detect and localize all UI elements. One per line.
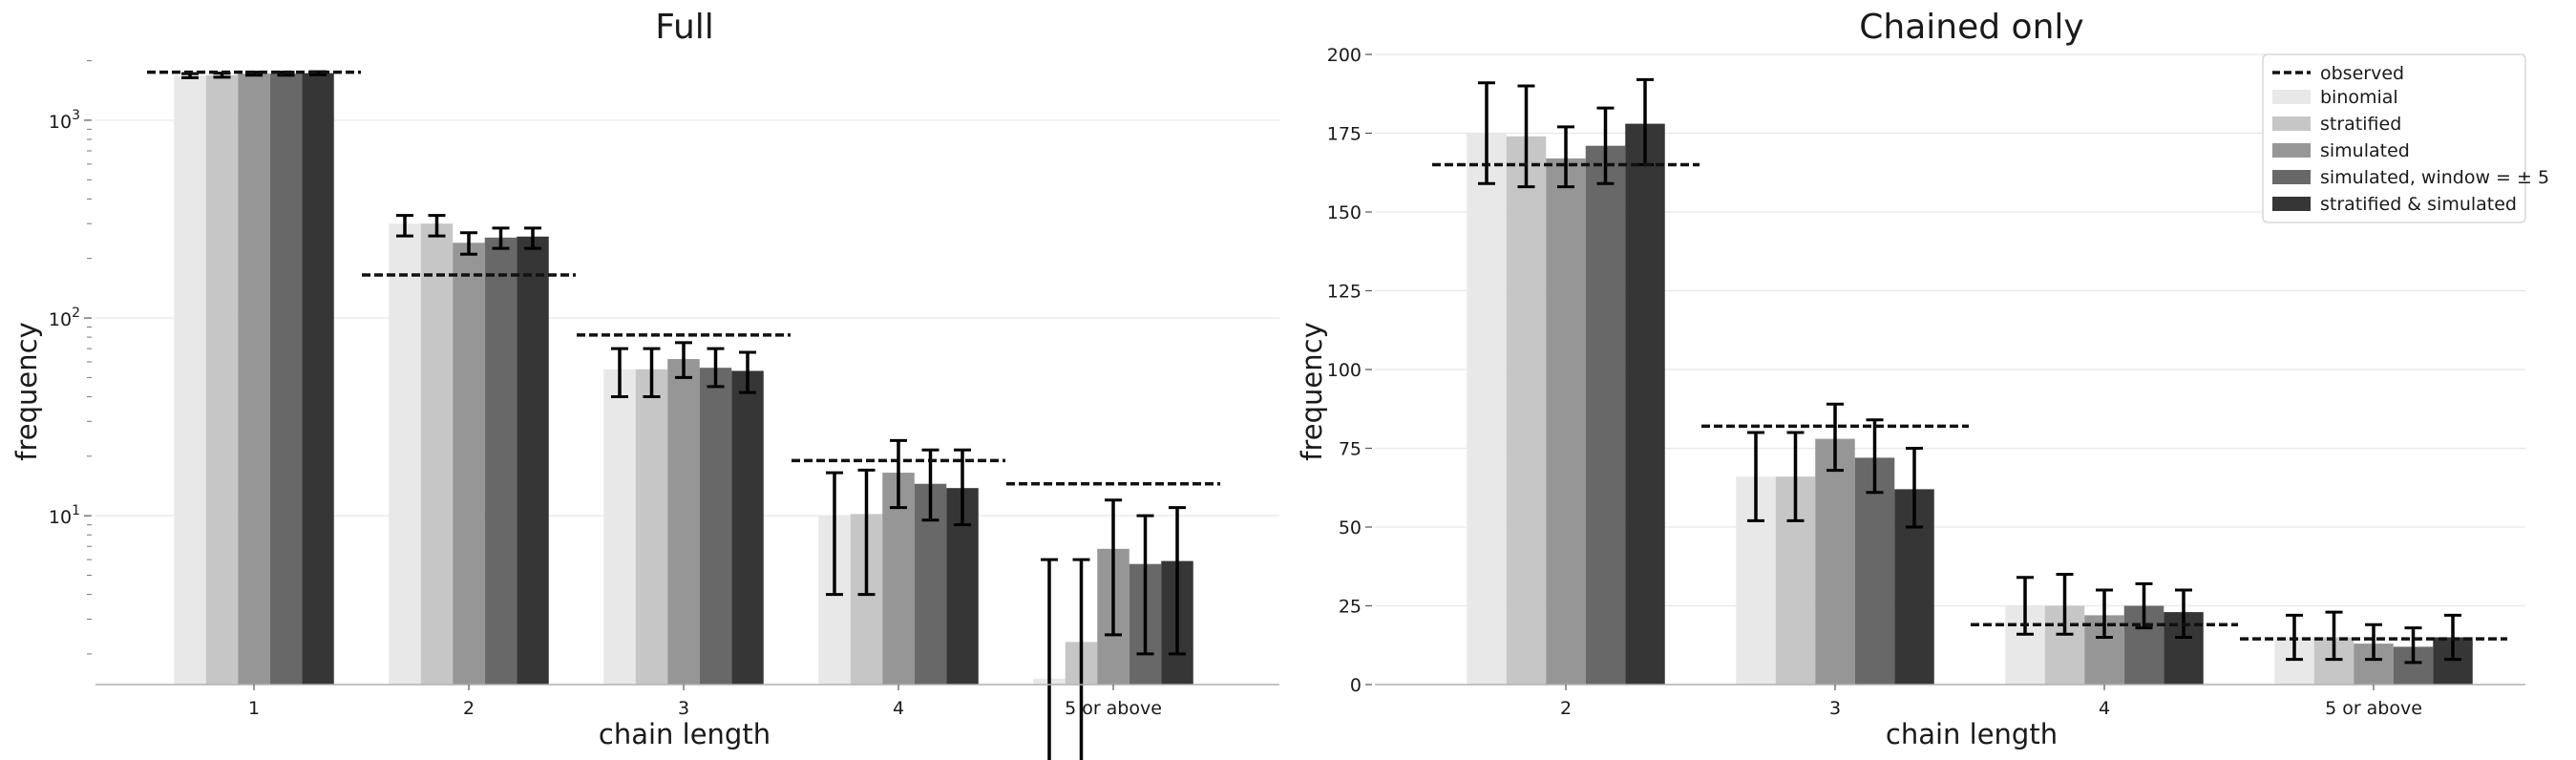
chained-bar <box>1815 438 1855 685</box>
legend-observed-label: observed <box>2320 63 2404 84</box>
chained-x-tick-label: 4 <box>2099 698 2110 719</box>
legend-swatch <box>2272 170 2311 184</box>
chained-y-tick-label: 200 <box>1327 45 1362 66</box>
chained-x-tick-label: 3 <box>1829 698 1841 719</box>
full-bar <box>635 369 668 685</box>
full-chart-panel: 1 2 3 4 5 or above 103 102 101 Full chain leng… <box>11 8 1279 760</box>
full-bar <box>453 243 485 685</box>
full-x-tick-label: 5 or above <box>1065 698 1162 719</box>
chained-y-axis-label: frequency <box>1296 322 1328 460</box>
full-bar <box>420 223 454 686</box>
legend-label: binomial <box>2320 87 2398 108</box>
full-bar <box>731 370 764 685</box>
full-bar <box>238 74 270 685</box>
chained-x-tick-label: 2 <box>1560 698 1572 719</box>
full-x-tick-label: 2 <box>463 698 475 719</box>
chained-chart-panel: 2 3 4 5 or above 0 25 50 75 100 125 150 175 200 Cha… <box>1296 8 2549 750</box>
legend-swatch <box>2272 143 2311 158</box>
full-bar <box>174 75 206 685</box>
chained-y-tick-label: 150 <box>1327 202 1362 223</box>
chained-x-ticks: 2 3 4 5 or above <box>1560 685 2422 719</box>
full-bars <box>174 73 1193 686</box>
legend-items: binomial stratified simulated simulated, wi… <box>2272 87 2549 215</box>
chained-bar <box>1854 457 1895 685</box>
full-bar <box>517 236 549 686</box>
full-bar <box>603 369 636 685</box>
legend-frame <box>2262 53 2526 223</box>
chained-y-tick-label: 25 <box>1339 597 1362 618</box>
full-bar <box>699 368 732 685</box>
full-bar <box>389 223 421 686</box>
chained-bar <box>1467 133 1507 685</box>
full-x-ticks: 1 2 3 4 5 or above <box>248 685 1162 719</box>
full-bar <box>269 74 303 685</box>
full-chart-title: Full <box>655 8 714 47</box>
chained-chart-title: Chained only <box>1859 8 2083 47</box>
full-y-axis-label: frequency <box>11 322 43 460</box>
full-x-tick-label: 1 <box>248 698 260 719</box>
chained-y-tick-label: 175 <box>1327 124 1362 145</box>
full-bar <box>205 74 239 685</box>
legend-swatch <box>2272 116 2311 131</box>
chained-bar <box>1625 123 1665 686</box>
legend-label: stratified & simulated <box>2320 194 2517 215</box>
legend-label: simulated <box>2320 140 2410 161</box>
chained-y-tick-label: 75 <box>1339 439 1362 460</box>
legend-label: stratified <box>2320 114 2401 135</box>
legend-label: simulated, window = ± 5 <box>2320 167 2549 188</box>
chained-observed-lines <box>1432 162 2507 641</box>
legend-swatch <box>2272 197 2311 211</box>
full-bar <box>302 73 334 686</box>
chained-y-ticks: 0 25 50 75 100 125 150 175 200 <box>1327 45 1372 696</box>
chained-bar <box>1546 158 1586 685</box>
chained-y-tick-label: 100 <box>1327 360 1362 381</box>
chained-x-tick-label: 5 or above <box>2325 698 2422 719</box>
chained-bars <box>1467 123 2473 686</box>
full-y-tick-label: 103 <box>49 108 80 133</box>
legend: observed binomial stratified simulated simu… <box>2262 53 2549 223</box>
chained-y-tick-label: 0 <box>1350 675 1362 696</box>
full-error-bars <box>181 70 1186 760</box>
full-y-tick-label: 101 <box>49 503 80 528</box>
full-x-tick-label: 4 <box>893 698 904 719</box>
chained-x-axis-label: chain length <box>1886 718 2058 750</box>
chained-bar <box>1585 145 1626 685</box>
legend-swatch <box>2272 90 2311 104</box>
chained-y-tick-label: 125 <box>1327 282 1362 303</box>
full-observed-lines <box>147 70 1220 486</box>
full-y-ticks: 103 102 101 <box>49 60 92 655</box>
chained-bar <box>1506 136 1547 686</box>
full-bar <box>667 359 700 685</box>
full-bar <box>484 237 517 685</box>
full-x-tick-label: 3 <box>678 698 689 719</box>
full-y-tick-label: 102 <box>49 306 80 330</box>
chained-y-tick-label: 50 <box>1339 517 1362 538</box>
full-x-axis-label: chain length <box>599 718 771 750</box>
